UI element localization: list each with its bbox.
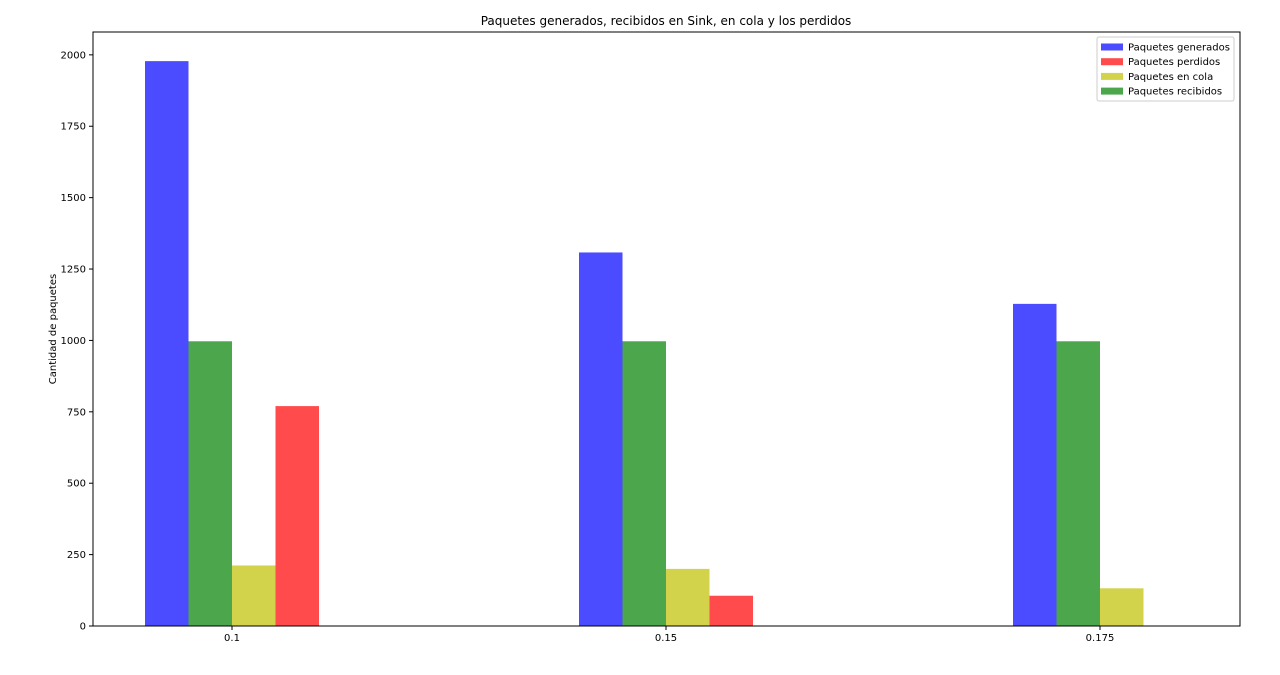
- y-tick-label: 250: [67, 550, 86, 561]
- x-tick-label: 0.1: [224, 633, 240, 644]
- legend-swatch: [1101, 58, 1123, 66]
- bar-paquetes-recibidos-0.15: [622, 341, 666, 626]
- chart-title: Paquetes generados, recibidos en Sink, e…: [481, 14, 852, 28]
- bar-paquetes-generados-0.175: [1013, 303, 1057, 626]
- bar-paquetes-perdidos-0.1: [275, 406, 319, 626]
- bar-paquetes-generados-0.15: [579, 252, 623, 626]
- legend-frame: [1096, 36, 1235, 102]
- y-tick-label: 500: [67, 479, 86, 490]
- y-tick-label: 1000: [61, 336, 86, 347]
- bar-paquetes-en-cola-0.15: [666, 568, 710, 626]
- y-tick-label: 1750: [61, 122, 86, 133]
- x-tick-label: 0.175: [1086, 633, 1115, 644]
- legend-label: Paquetes recibidos: [1128, 87, 1222, 98]
- legend-swatch: [1101, 72, 1123, 80]
- legend-label: Paquetes generados: [1128, 43, 1230, 54]
- bar-paquetes-recibidos-0.175: [1056, 341, 1100, 626]
- x-tick-label: 0.15: [655, 633, 677, 644]
- bar-paquetes-generados-0.1: [145, 61, 189, 626]
- legend: Paquetes generados Paquetes perdidos Paque…: [1096, 36, 1235, 102]
- legend-label: Paquetes en cola: [1128, 72, 1213, 83]
- bar-paquetes-recibidos-0.1: [188, 341, 232, 626]
- y-axis-label: Cantidad de paquetes: [48, 274, 59, 384]
- bars-layer: [145, 61, 1144, 626]
- legend-label: Paquetes perdidos: [1128, 57, 1220, 68]
- y-tick-label: 1500: [61, 193, 86, 204]
- bar-paquetes-en-cola-0.175: [1100, 588, 1144, 626]
- legend-swatch: [1101, 87, 1123, 95]
- bar-paquetes-perdidos-0.15: [709, 595, 753, 626]
- legend-swatch: [1101, 43, 1123, 51]
- y-tick-label: 1250: [61, 265, 86, 276]
- y-tick-label: 0: [80, 622, 86, 633]
- bar-paquetes-en-cola-0.1: [232, 565, 276, 626]
- y-tick-label: 2000: [61, 50, 86, 61]
- axes-layer: 0 250 500 750 1000 1250 1500 1750 2000 0.1 0.15 0.1…: [61, 31, 1241, 644]
- y-tick-label: 750: [67, 407, 86, 418]
